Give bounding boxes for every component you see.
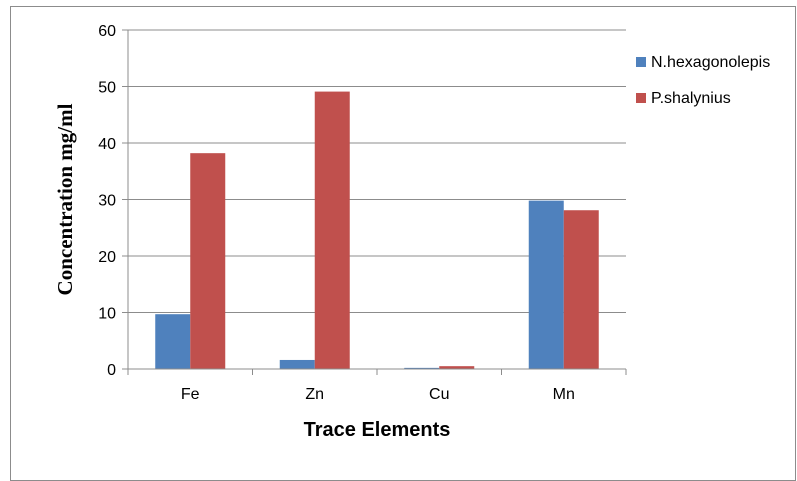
legend-swatch <box>636 57 646 67</box>
y-tick-label: 60 <box>98 23 116 40</box>
bar-n-hexagonolepis-mn <box>528 200 564 369</box>
axes <box>122 29 627 375</box>
tick-labels: 0 10 20 30 40 50 60 Fe Zn Cu Mn <box>98 23 575 403</box>
x-axis-title: Trace Elements <box>304 419 451 441</box>
bar-p-shalynius-fe <box>190 153 226 369</box>
y-tick-label: 40 <box>98 136 116 153</box>
legend-label: N.hexagonolepis <box>651 54 770 71</box>
bar-n-hexagonolepis-fe <box>155 314 191 369</box>
y-tick-label: 50 <box>98 80 116 97</box>
legend-label: P.shalynius <box>651 90 731 107</box>
y-tick-label: 10 <box>98 306 116 323</box>
bars <box>155 91 599 370</box>
chart-frame <box>10 6 796 481</box>
legend: N.hexagonolepis P.shalynius <box>636 54 770 107</box>
legend-swatch <box>636 93 646 103</box>
x-tick-label: Zn <box>305 386 324 403</box>
bar-n-hexagonolepis-zn <box>279 359 315 369</box>
y-tick-label: 0 <box>107 362 116 379</box>
x-tick-label: Fe <box>181 386 200 403</box>
bar-p-shalynius-zn <box>314 91 350 370</box>
x-tick-label: Cu <box>429 386 449 403</box>
bar-p-shalynius-mn <box>563 210 599 369</box>
x-tick-label: Mn <box>553 386 575 403</box>
y-tick-label: 30 <box>98 193 116 210</box>
y-axis-title: Concentration mg/ml <box>53 103 77 295</box>
bar-p-shalynius-cu <box>439 366 475 369</box>
bar-n-hexagonolepis-cu <box>404 367 440 369</box>
y-tick-label: 20 <box>98 249 116 266</box>
